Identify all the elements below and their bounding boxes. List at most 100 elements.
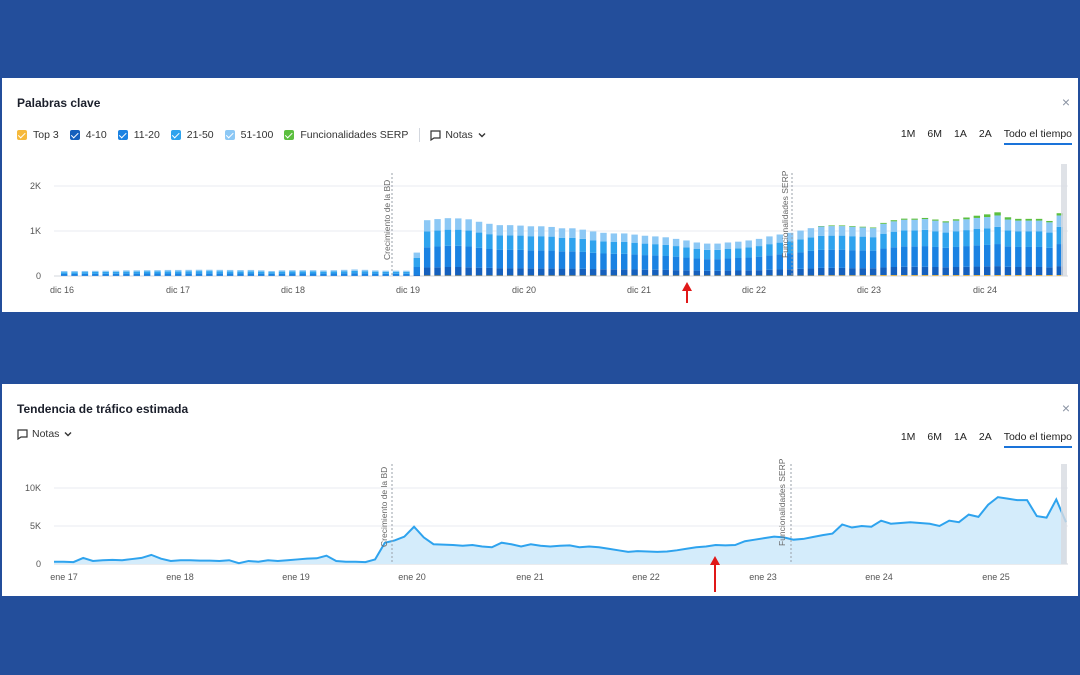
checkbox-icon[interactable] <box>284 130 295 140</box>
range-1a[interactable]: 1A <box>954 128 967 140</box>
notes-dropdown[interactable]: Notas <box>17 428 77 440</box>
range-1m[interactable]: 1M <box>900 431 916 443</box>
time-range-selector: 1M 6M 1A 2A Todo el tiempo <box>889 431 1072 448</box>
bar-segment <box>693 270 701 276</box>
bar-segment <box>869 268 877 276</box>
bar-segment <box>517 235 524 250</box>
range-2a[interactable]: 2A <box>978 128 992 140</box>
bar-segment <box>745 270 752 276</box>
range-1m[interactable]: 1M <box>900 128 916 140</box>
range-6m[interactable]: 6M <box>927 431 943 443</box>
checkbox-icon[interactable] <box>224 130 235 140</box>
bar-segment <box>289 271 296 274</box>
bar-segment <box>268 272 275 274</box>
bar-segment <box>662 237 669 245</box>
bar-segment <box>361 269 369 272</box>
checkbox-icon[interactable] <box>69 130 80 140</box>
bar-segment <box>413 267 421 276</box>
bar-segment <box>589 231 597 241</box>
bar-segment <box>724 270 732 276</box>
bar-segment <box>413 275 421 276</box>
checkbox-icon[interactable] <box>117 130 128 140</box>
legend-item-11-20[interactable]: 11-20 <box>117 129 160 141</box>
bar-segment <box>268 270 275 273</box>
notes-dropdown[interactable]: Notas <box>430 129 490 141</box>
x-tick-label: dic 16 <box>50 285 74 295</box>
range-1a[interactable]: 1A <box>954 431 967 443</box>
x-ticks: dic 16 dic 17 dic 18 dic 19 dic 20 dic 2… <box>50 285 997 295</box>
legend-item-51-100[interactable]: 51-100 <box>224 129 273 141</box>
bar-segment <box>123 271 130 274</box>
legend-item-21-50[interactable]: 21-50 <box>170 129 214 141</box>
bar-segment <box>818 249 825 268</box>
y-tick-label: 5K <box>30 521 41 531</box>
checkbox-icon[interactable] <box>17 130 27 140</box>
bar-segment <box>745 257 752 271</box>
range-6m[interactable]: 6M <box>927 128 943 140</box>
bar-segment <box>1056 244 1064 267</box>
bar-segment <box>828 249 835 268</box>
bar-segment <box>724 249 732 259</box>
bar-segment <box>703 270 711 276</box>
bar-segment <box>921 275 929 276</box>
bar-segment <box>392 273 400 276</box>
legend-item-4-10[interactable]: 4-10 <box>69 129 107 141</box>
bar-segment <box>309 273 317 276</box>
close-icon[interactable]: × <box>1061 94 1070 110</box>
close-icon[interactable]: × <box>1061 400 1070 416</box>
traffic-chart: 10K 5K 0 ene 17 ene 18 ene 19 ene 20 ene… <box>25 458 1068 592</box>
legend-item-top3[interactable]: Top 3 <box>17 129 59 141</box>
bar-segment <box>195 271 203 274</box>
bar-segment <box>1025 275 1032 276</box>
bar-segment <box>579 229 586 239</box>
bar-segment <box>1015 218 1022 221</box>
bar-segment <box>143 271 151 274</box>
bar-segment <box>859 227 866 237</box>
annotation-label: Crecimiento de la BD <box>382 180 392 260</box>
bar-segment <box>216 269 223 272</box>
bar-segment <box>683 257 690 271</box>
x-tick-label: ene 21 <box>516 572 544 582</box>
bar-segment <box>714 270 721 276</box>
bar-segment <box>195 273 203 276</box>
bar-segment <box>672 270 680 276</box>
bar-segment <box>579 268 586 276</box>
bar-segment <box>703 243 711 250</box>
bar-segment <box>143 270 151 272</box>
traffic-panel-title: Tendencia de tráfico estimada <box>17 402 189 416</box>
legend-item-serp-features[interactable]: Funcionalidades SERP <box>284 129 408 141</box>
bar-segment <box>735 248 742 258</box>
bar-segment <box>527 250 535 269</box>
range-all-time[interactable]: Todo el tiempo <box>1003 431 1072 448</box>
checkbox-icon[interactable] <box>170 130 181 140</box>
bar-segment <box>838 249 846 268</box>
range-2a[interactable]: 2A <box>978 431 992 443</box>
bar-segment <box>579 238 586 252</box>
bar-segment <box>330 270 338 272</box>
bar-segment <box>1035 220 1043 232</box>
bar-segment <box>880 223 887 234</box>
bar-segment <box>776 234 784 243</box>
bar-segment <box>838 267 846 276</box>
bar-segment <box>1025 218 1032 221</box>
traffic-area <box>54 497 1066 564</box>
bar-segment <box>921 266 929 276</box>
bar-segment <box>890 231 898 248</box>
bar-segment <box>621 269 628 276</box>
bar-segment <box>859 236 866 251</box>
bar-segment <box>631 269 638 276</box>
bar-segment <box>268 273 275 276</box>
bar-segment <box>932 231 939 247</box>
bar-segment <box>475 267 483 276</box>
range-all-time[interactable]: Todo el tiempo <box>1003 128 1072 145</box>
bar-segment <box>1056 215 1064 227</box>
x-tick-label: ene 18 <box>166 572 194 582</box>
bar-segment <box>952 231 960 247</box>
bar-segment <box>849 226 856 227</box>
bar-segment <box>1015 275 1022 276</box>
bar-segment <box>859 268 866 276</box>
bar-segment <box>984 275 991 276</box>
bar-segment <box>455 218 462 230</box>
bar-segment <box>807 268 815 276</box>
y-tick-label: 0 <box>36 559 41 569</box>
